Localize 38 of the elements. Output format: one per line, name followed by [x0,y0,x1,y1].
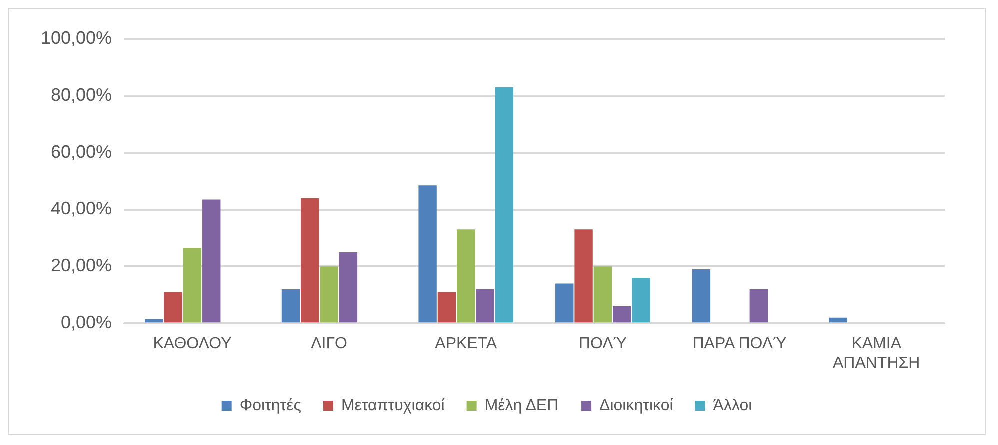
y-tick-label: 40,00% [50,198,112,219]
bar [202,200,221,323]
x-tick-label: ΑΡΚΕΤΑ [435,336,498,353]
bar [164,292,182,323]
bar [613,306,632,323]
bar [301,198,320,323]
y-tick-label: 80,00% [50,84,112,105]
bar [145,319,164,323]
bar [594,266,612,323]
legend-label: Διοικητικοί [600,397,674,414]
y-tick-label: 60,00% [50,142,112,162]
y-tick-label: 0,00% [61,312,112,333]
bar [320,266,338,323]
bar [418,186,437,323]
legend-label: Φοιτητές [240,397,302,414]
y-tick-label: 20,00% [50,256,112,276]
bar [476,289,494,323]
bar [495,87,514,323]
x-tick-label: ΚΑΜΙΑ ΑΠΑΝΤΗΣΗ [832,336,920,372]
x-tick-label: ΚΑΘΟΛΟΥ [153,336,232,353]
legend-label: Άλλοι [713,397,753,414]
x-tick-label: ΠΟΛΎ [578,336,628,353]
bar [282,289,300,323]
bar [692,270,711,323]
bar [457,230,476,323]
bar [750,289,768,323]
bar [339,252,358,323]
legend-label: Μεταπτυχιακοί [341,397,446,414]
bar [632,278,650,323]
x-tick-label: ΛΙΓΟ [311,336,348,353]
legend-label: Μέλη ΔΕΠ [484,397,559,414]
y-tick-label: 100,00% [40,28,112,48]
bar [829,318,848,323]
x-tick-label: ΠΑΡΑ ΠΟΛΎ [692,336,788,353]
bar [556,284,574,323]
bar [183,248,202,323]
bar [438,292,456,323]
bar [574,230,593,323]
